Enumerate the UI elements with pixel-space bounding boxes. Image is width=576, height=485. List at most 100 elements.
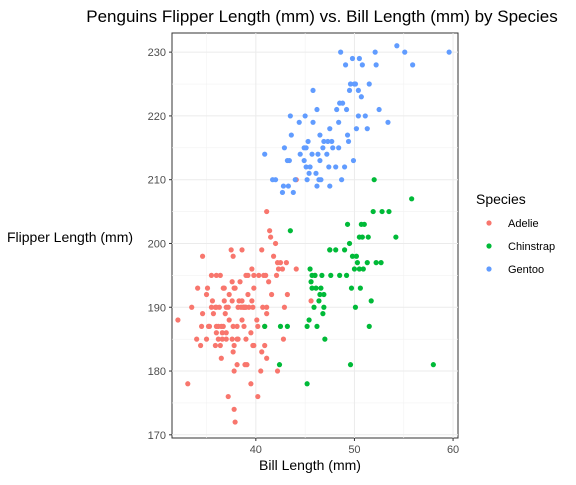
- data-point: [213, 272, 219, 278]
- data-point: [394, 43, 400, 49]
- data-point: [231, 406, 237, 412]
- data-point: [287, 113, 293, 119]
- data-point: [285, 183, 291, 189]
- data-point: [320, 311, 326, 317]
- data-point: [306, 317, 312, 323]
- data-point: [358, 94, 364, 100]
- data-point: [275, 266, 282, 272]
- data-point: [255, 323, 261, 329]
- data-point: [356, 234, 362, 240]
- data-point: [313, 170, 319, 176]
- data-point: [203, 336, 210, 342]
- data-point: [270, 253, 277, 259]
- data-point: [268, 234, 274, 240]
- data-point: [208, 304, 215, 310]
- data-point: [296, 119, 302, 125]
- data-point: [279, 266, 286, 272]
- data-point: [239, 317, 245, 323]
- data-point: [210, 311, 217, 317]
- data-point: [256, 272, 262, 278]
- data-point: [304, 323, 310, 329]
- data-point: [393, 234, 399, 240]
- data-point: [250, 304, 256, 310]
- data-point: [281, 304, 288, 310]
- data-point: [276, 362, 283, 368]
- legend-item-gentoo: Gentoo: [486, 264, 544, 276]
- data-point: [325, 138, 331, 145]
- data-point: [373, 260, 379, 266]
- data-point: [312, 272, 318, 278]
- data-point: [230, 349, 236, 355]
- data-point: [303, 164, 309, 170]
- x-tick-label: 60: [447, 444, 459, 456]
- data-point: [341, 164, 348, 170]
- data-point: [262, 151, 268, 157]
- data-point: [317, 157, 323, 164]
- data-point: [232, 419, 238, 425]
- data-point: [175, 317, 181, 323]
- data-point: [333, 247, 339, 253]
- data-point: [290, 189, 296, 196]
- data-point: [255, 393, 261, 400]
- data-point: [217, 342, 223, 349]
- legend-items: Adelie Chinstrap Gentoo: [486, 218, 555, 276]
- data-point: [235, 336, 241, 342]
- data-point: [280, 183, 287, 189]
- data-point: [218, 355, 224, 361]
- data-point: [307, 266, 313, 272]
- y-axis-label: Flipper Length (mm): [7, 229, 133, 245]
- data-point: [321, 138, 327, 145]
- data-point: [272, 177, 279, 183]
- data-point: [307, 164, 313, 170]
- data-point: [350, 157, 357, 164]
- data-point: [324, 151, 330, 157]
- data-point: [232, 285, 238, 291]
- data-point: [347, 362, 354, 368]
- data-point: [345, 138, 352, 145]
- data-point: [222, 311, 228, 317]
- data-point: [208, 272, 215, 278]
- data-point: [316, 298, 322, 304]
- data-point: [262, 323, 268, 329]
- data-point: [370, 208, 376, 215]
- data-point: [359, 62, 365, 68]
- data-point: [355, 113, 361, 119]
- data-point: [344, 221, 351, 227]
- data-point: [220, 323, 226, 329]
- data-point: [264, 311, 270, 317]
- data-point: [378, 260, 384, 266]
- data-point: [333, 164, 339, 170]
- data-point: [430, 362, 436, 368]
- data-point: [330, 145, 336, 151]
- y-tick-label: 210: [148, 175, 166, 187]
- data-point: [317, 132, 323, 138]
- data-point: [314, 183, 320, 189]
- data-point: [251, 342, 257, 349]
- data-point: [310, 119, 316, 125]
- data-point: [334, 106, 340, 113]
- data-point: [287, 228, 293, 234]
- data-point: [229, 279, 235, 285]
- data-point: [281, 145, 288, 151]
- legend-title: Species: [476, 191, 526, 207]
- data-point: [371, 177, 377, 183]
- data-point: [251, 285, 257, 291]
- data-point: [274, 368, 281, 374]
- data-point: [221, 298, 227, 304]
- data-point: [360, 266, 366, 272]
- data-point: [310, 87, 316, 94]
- data-point: [245, 272, 251, 278]
- data-point: [314, 323, 320, 329]
- data-point: [219, 336, 225, 342]
- data-point: [327, 126, 333, 132]
- data-point: [277, 323, 284, 329]
- data-point: [297, 151, 303, 157]
- data-point: [269, 291, 275, 298]
- data-point: [328, 272, 334, 278]
- data-point: [402, 49, 408, 55]
- plot-panel: [171, 32, 459, 439]
- data-point: [199, 311, 206, 317]
- data-point: [366, 81, 372, 87]
- legend-swatch: [486, 266, 492, 272]
- data-point: [264, 355, 270, 361]
